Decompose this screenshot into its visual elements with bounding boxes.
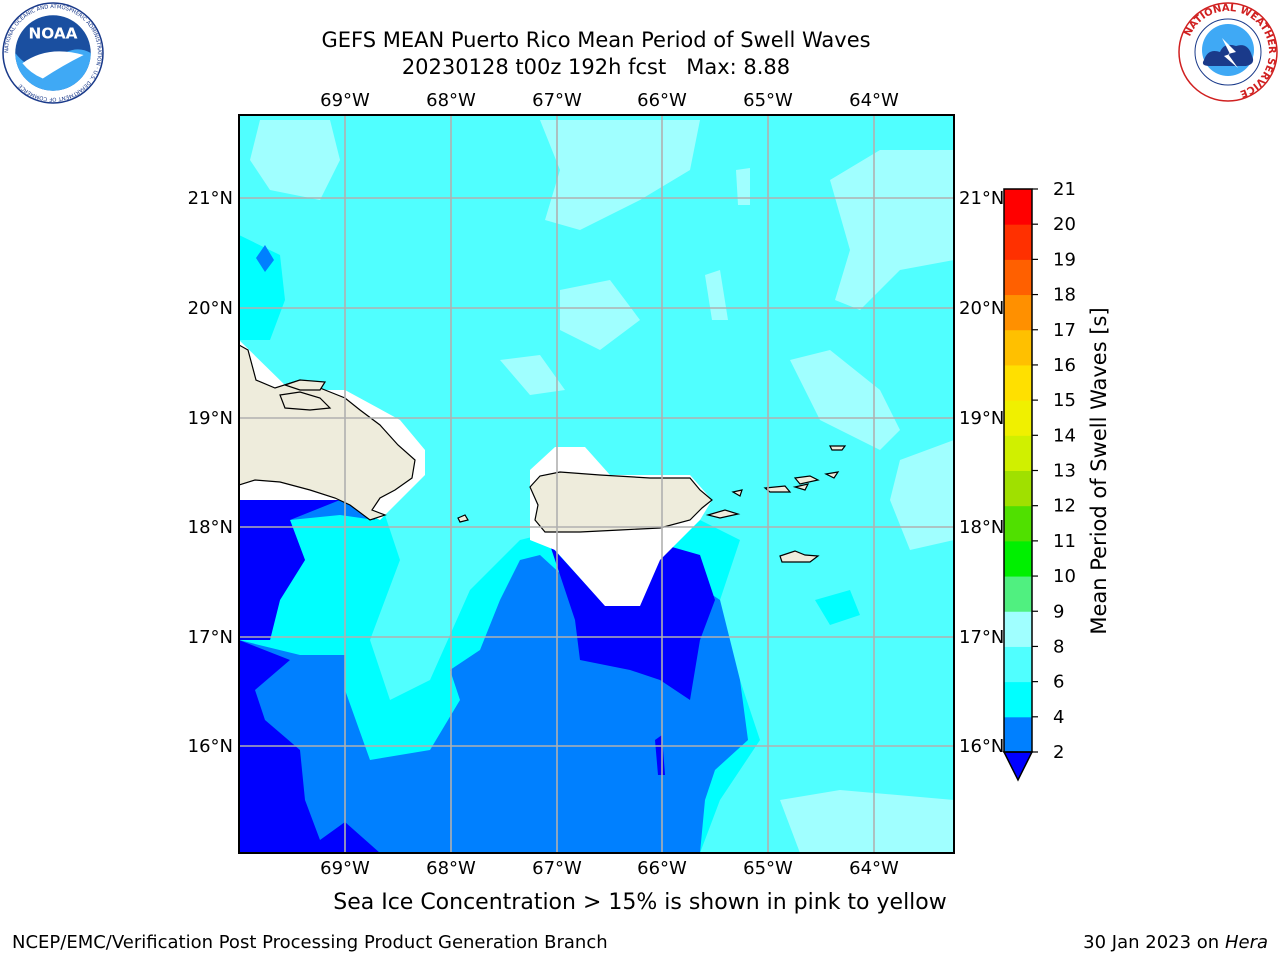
footer-date: 30 Jan 2023 on Hera xyxy=(1083,932,1268,953)
colorbar-tick-label: 19 xyxy=(1053,249,1076,270)
land-vieques xyxy=(705,509,741,519)
colorbar-tick-label: 21 xyxy=(1053,179,1076,200)
lon-label-bottom: 66°W xyxy=(637,858,687,879)
colorbar-segment xyxy=(1004,364,1032,401)
title-line-1: GEFS MEAN Puerto Rico Mean Period of Swe… xyxy=(321,28,871,52)
ocean-band-below-2 xyxy=(239,640,380,853)
colorbar-segment xyxy=(1004,716,1032,753)
lat-label-right: 18°N xyxy=(959,517,1004,538)
lat-label-left: 19°N xyxy=(188,408,233,429)
colorbar-segment xyxy=(1004,611,1032,647)
colorbar-segment xyxy=(1004,435,1032,471)
colorbar-segment xyxy=(1004,189,1032,225)
lon-label-top: 66°W xyxy=(637,90,687,111)
colorbar-segment xyxy=(1004,505,1032,542)
colorbar-segment xyxy=(1004,646,1032,683)
lon-label-top: 65°W xyxy=(743,90,793,111)
lat-label-left: 16°N xyxy=(188,736,233,757)
colorbar-tick-label: 13 xyxy=(1053,461,1076,482)
colorbar-tick-label: 14 xyxy=(1053,425,1076,446)
swell-patch-light xyxy=(500,355,565,395)
land-samana xyxy=(279,391,332,411)
swell-patch-light xyxy=(250,120,340,200)
swell-patch-light xyxy=(540,120,700,230)
colorbar-tick-label: 6 xyxy=(1053,672,1064,693)
colorbar-tick-label: 9 xyxy=(1053,601,1064,622)
sea-ice-note: Sea Ice Concentration > 15% is shown in … xyxy=(333,890,947,915)
lon-label-bottom: 67°W xyxy=(532,858,582,879)
lon-label-bottom: 65°W xyxy=(743,858,793,879)
colorbar-segment xyxy=(1004,259,1032,296)
land-mona xyxy=(457,514,469,523)
colorbar-tick-label: 15 xyxy=(1053,390,1076,411)
lon-label-bottom: 64°W xyxy=(849,858,899,879)
ocean-band-below-2 xyxy=(239,500,340,640)
map-area xyxy=(239,115,954,853)
colorbar-tick-label: 8 xyxy=(1053,636,1064,657)
ocean-band-4-6 xyxy=(815,590,860,625)
lon-label-top: 68°W xyxy=(426,90,476,111)
swell-patch-light xyxy=(790,350,900,450)
footer-credit: NCEP/EMC/Verification Post Processing Pr… xyxy=(12,932,608,953)
lat-label-left: 20°N xyxy=(188,298,233,319)
swell-patch-light xyxy=(780,790,954,853)
title-line-2: 20230128 t00z 192h fcst Max: 8.88 xyxy=(401,55,791,79)
land-st-croix xyxy=(779,550,820,563)
colorbar-tick-label: 17 xyxy=(1053,320,1076,341)
colorbar-segment xyxy=(1004,294,1032,331)
colorbar-label: Mean Period of Swell Waves [s] xyxy=(1087,307,1111,634)
lat-label-right: 16°N xyxy=(959,736,1004,757)
noaa-logo-icon: NOAA NATIONAL OCEANIC AND ATMOSPHERIC AD… xyxy=(2,2,104,104)
land-tortuga xyxy=(283,379,327,391)
lat-label-right: 19°N xyxy=(959,408,1004,429)
swell-patch-light xyxy=(890,440,954,550)
nws-logo-icon: NATIONAL WEATHER SERVICE xyxy=(1178,2,1278,102)
land-virgin-islands xyxy=(731,445,847,497)
footer-machine: Hera xyxy=(1224,932,1268,953)
colorbar-segment xyxy=(1004,540,1032,577)
lat-label-left: 17°N xyxy=(188,627,233,648)
lon-label-top: 64°W xyxy=(849,90,899,111)
map-frame xyxy=(238,114,955,854)
swell-patch-light xyxy=(830,150,954,310)
lat-label-left: 21°N xyxy=(188,188,233,209)
noaa-logo-text: NOAA xyxy=(28,25,77,43)
lon-label-bottom: 68°W xyxy=(426,858,476,879)
ocean-band-4-6 xyxy=(239,235,285,340)
colorbar-tick-label: 20 xyxy=(1053,214,1076,235)
colorbar-tick-label: 18 xyxy=(1053,285,1076,306)
lat-label-right: 17°N xyxy=(959,627,1004,648)
lon-label-top: 69°W xyxy=(320,90,370,111)
lat-label-right: 21°N xyxy=(959,188,1004,209)
colorbar-extend-arrow xyxy=(1002,751,1034,782)
colorbar-tick-label: 12 xyxy=(1053,496,1076,517)
colorbar: 2 4 6 8 9 10 11 12 13 14 15 16 17 18 19 20 21 xyxy=(1002,179,1076,782)
map-grid xyxy=(239,115,954,853)
colorbar-tick-label: 2 xyxy=(1053,742,1064,763)
colorbar-tick-label: 11 xyxy=(1053,531,1076,552)
ocean-band-below-2 xyxy=(550,545,715,700)
colorbar-tick-label: 16 xyxy=(1053,355,1076,376)
colorbar-segment xyxy=(1004,400,1032,436)
footer-date-text: 30 Jan 2023 on xyxy=(1083,932,1225,953)
swell-patch-light xyxy=(736,168,750,205)
swell-patch-light xyxy=(560,280,640,350)
colorbar-segment xyxy=(1004,576,1032,612)
colorbar-tick-label: 4 xyxy=(1053,707,1064,728)
lat-label-right: 20°N xyxy=(959,298,1004,319)
lat-label-left: 18°N xyxy=(188,517,233,538)
colorbar-tick-label: 10 xyxy=(1053,566,1076,587)
ocean-band-below-2 xyxy=(256,245,274,272)
colorbar-segment xyxy=(1004,329,1032,366)
colorbar-segment xyxy=(1004,224,1032,260)
lon-label-top: 67°W xyxy=(532,90,582,111)
lon-label-bottom: 69°W xyxy=(320,858,370,879)
colorbar-segment xyxy=(1004,681,1032,718)
colorbar-segment xyxy=(1004,470,1032,507)
land-puerto-rico xyxy=(529,471,713,533)
